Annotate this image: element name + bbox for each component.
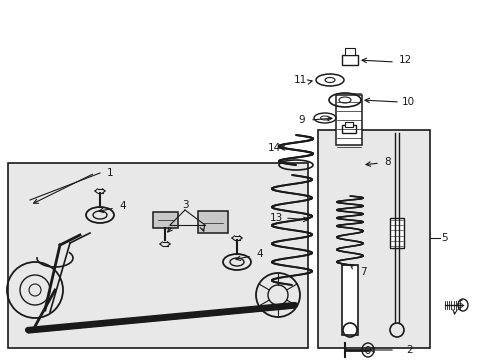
Text: 6: 6 (456, 300, 462, 310)
FancyBboxPatch shape (345, 48, 354, 55)
Text: 2: 2 (406, 345, 412, 355)
Text: 1: 1 (106, 168, 113, 178)
Bar (341, 125, 355, 133)
FancyBboxPatch shape (198, 211, 227, 233)
Bar (317, 130, 429, 348)
Bar (389, 218, 403, 248)
Text: 9: 9 (298, 115, 305, 125)
Text: 7: 7 (359, 267, 366, 277)
Text: 14: 14 (267, 143, 280, 153)
FancyBboxPatch shape (153, 212, 178, 228)
Text: 10: 10 (401, 97, 414, 107)
Text: 5: 5 (441, 233, 447, 243)
Bar (345, 122, 352, 127)
Text: 8: 8 (384, 157, 390, 167)
Text: 4: 4 (256, 249, 263, 259)
Text: 3: 3 (182, 200, 188, 210)
Bar (8, 163, 307, 348)
Text: 12: 12 (398, 55, 411, 65)
Text: 11: 11 (293, 75, 306, 85)
Text: 4: 4 (120, 201, 126, 211)
Bar (335, 95, 361, 145)
Text: 13: 13 (269, 213, 282, 223)
Bar (341, 265, 357, 335)
FancyBboxPatch shape (341, 55, 357, 65)
